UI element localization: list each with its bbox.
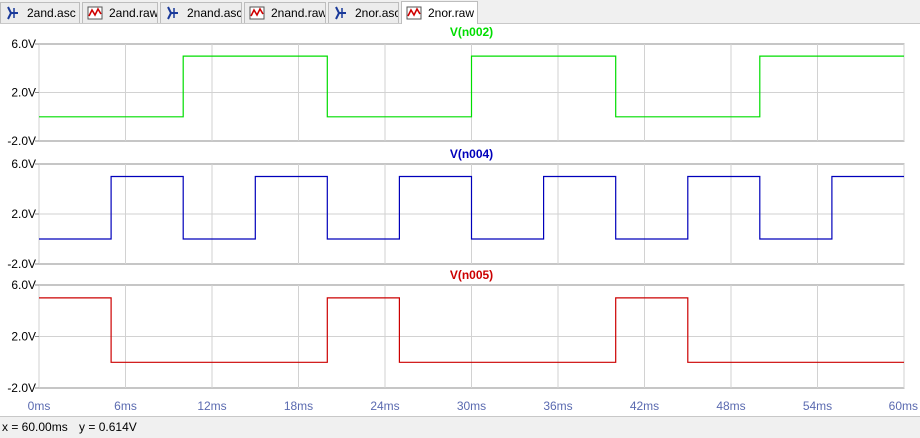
schematic-icon [7, 6, 18, 20]
tab-2nor-asc[interactable]: 2nor.asc [328, 2, 399, 23]
tab-bar: 2and.asc 2and.raw 2nand.asc 2nand.raw 2nor.a… [0, 0, 920, 24]
y-tick-label: 6.0V [11, 37, 36, 51]
tab-2nand-asc[interactable]: 2nand.asc [160, 2, 242, 23]
tab-label: 2and.raw [109, 6, 158, 20]
tab-label: 2and.asc [27, 6, 76, 20]
y-tick-label: -2.0V [7, 381, 36, 395]
tab-2nor-raw[interactable]: 2nor.raw [401, 1, 478, 24]
x-tick-label: 36ms [543, 399, 572, 413]
x-tick-label: 30ms [457, 399, 486, 413]
trace-title-1[interactable]: V(n002) [450, 25, 493, 39]
y-tick-label: 2.0V [11, 207, 36, 221]
y-tick-label: 6.0V [11, 278, 36, 292]
schematic-icon [335, 6, 346, 20]
y-tick-label: -2.0V [7, 134, 36, 148]
waveform-viewer[interactable]: 6.0V 2.0V -2.0V V(n002) 6.0V 2.0V -2.0V V(n004)… [0, 24, 920, 416]
y-tick-label: 2.0V [11, 86, 36, 100]
schematic-icon [167, 6, 178, 20]
tab-label: 2nand.raw [271, 6, 326, 20]
waveform-trace-3 [39, 297, 904, 363]
waveform-trace-1 [39, 55, 904, 118]
x-tick-label: 0ms [28, 399, 51, 413]
trace-title-3[interactable]: V(n005) [450, 268, 493, 282]
y-tick-label: -2.0V [7, 257, 36, 271]
waveform-icon [406, 6, 422, 20]
tab-label: 2nor.asc [355, 6, 399, 20]
x-tick-label: 48ms [716, 399, 745, 413]
cursor-x-readout: x = 60.00ms [2, 420, 68, 434]
x-tick-label: 42ms [630, 399, 659, 413]
tab-2and-raw[interactable]: 2and.raw [82, 2, 158, 23]
x-tick-label: 24ms [370, 399, 399, 413]
x-tick-label: 60ms [889, 399, 918, 413]
y-tick-label: 6.0V [11, 157, 36, 171]
cursor-y-readout: y = 0.614V [79, 420, 137, 434]
x-tick-label: 6ms [114, 399, 137, 413]
x-tick-label: 18ms [284, 399, 313, 413]
waveform-trace-2 [39, 175, 904, 240]
tab-label: 2nor.raw [428, 6, 475, 20]
tab-label: 2nand.asc [187, 6, 242, 20]
waveform-icon [249, 6, 265, 20]
trace-title-2[interactable]: V(n004) [450, 147, 493, 161]
tab-2and-asc[interactable]: 2and.asc [0, 2, 80, 23]
tab-2nand-raw[interactable]: 2nand.raw [244, 2, 326, 23]
waveform-icon [87, 6, 103, 20]
status-bar: x = 60.00ms y = 0.614V [0, 416, 920, 438]
y-tick-label: 2.0V [11, 330, 36, 344]
x-tick-label: 54ms [803, 399, 832, 413]
x-tick-label: 12ms [197, 399, 226, 413]
